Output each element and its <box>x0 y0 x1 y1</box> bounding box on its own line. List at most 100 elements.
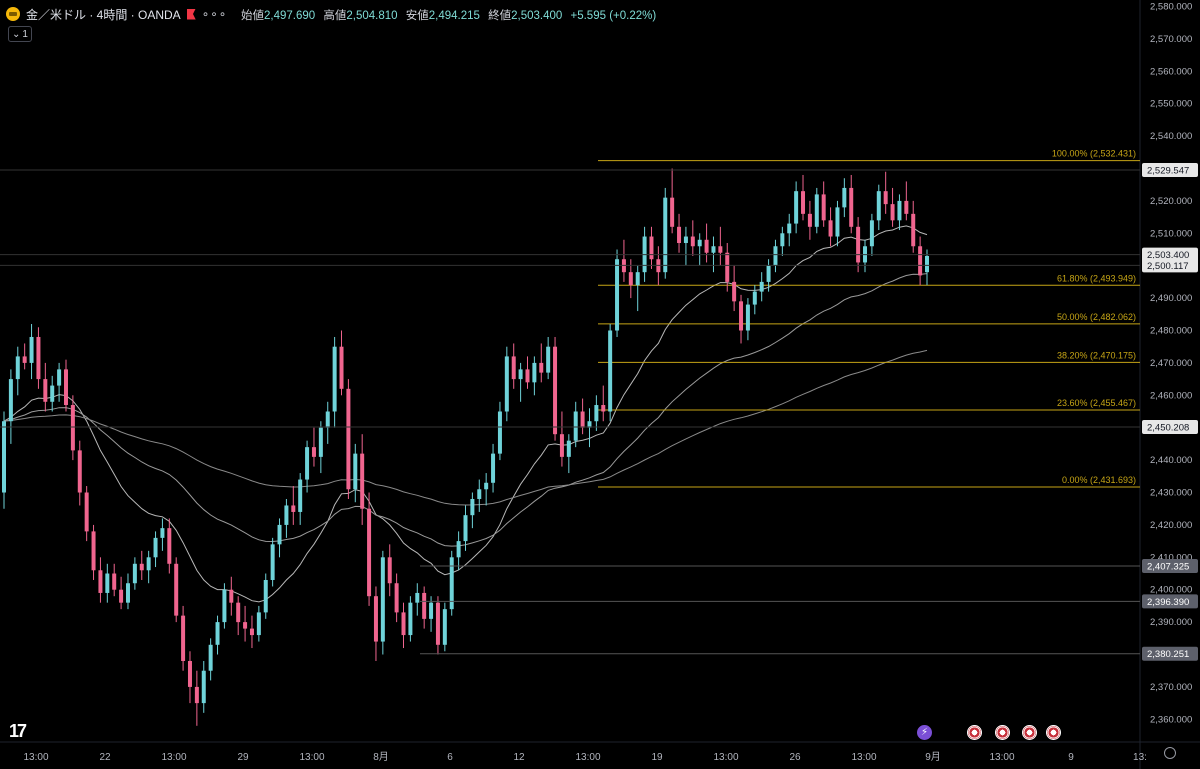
tradingview-logo[interactable]: 17 <box>9 721 27 741</box>
candle-body <box>566 440 571 457</box>
candle-body <box>759 281 764 292</box>
candle-body <box>539 362 544 373</box>
collapse-indicators-button[interactable]: ⌄ 1 <box>8 26 32 42</box>
candle-body <box>311 447 316 457</box>
candle-body <box>167 528 172 564</box>
price-tick-label: 2,580.000 <box>1150 1 1192 12</box>
time-tick-label: 22 <box>99 752 111 763</box>
candle-body <box>318 427 323 457</box>
candle-body <box>587 421 592 428</box>
candle-body <box>518 369 523 380</box>
time-tick-label: 12 <box>513 752 525 763</box>
us-event-icon[interactable] <box>995 725 1010 740</box>
candle-body <box>112 573 117 590</box>
lightning-event-icon[interactable]: ⚡ <box>917 725 932 740</box>
candle-body <box>332 346 337 412</box>
candle-body <box>890 204 895 221</box>
candle-body <box>449 557 454 610</box>
candle-body <box>353 453 358 490</box>
time-tick-label: 13:00 <box>23 752 48 763</box>
candle-body <box>229 589 234 603</box>
candle-body <box>690 236 695 247</box>
candle-body <box>153 537 158 558</box>
time-tick-label: 26 <box>789 752 801 763</box>
time-tick-label: 19 <box>651 752 663 763</box>
candle-body <box>77 450 82 493</box>
candle-body <box>835 207 840 237</box>
gear-icon[interactable] <box>1164 747 1176 759</box>
us-event-icon[interactable] <box>1046 725 1061 740</box>
price-label: 2,407.325 <box>1147 561 1189 572</box>
price-tick-label: 2,470.000 <box>1150 358 1192 369</box>
us-event-icon[interactable] <box>1022 725 1037 740</box>
symbol-header[interactable]: 金／米ドル · 4時間 · OANDA ∘∘∘ <box>6 5 227 23</box>
price-label: 2,500.117 <box>1147 261 1189 272</box>
candle-body <box>780 233 785 247</box>
candle-body <box>36 336 41 380</box>
candle-body <box>401 612 406 636</box>
candle-body <box>63 369 68 406</box>
candle-body <box>98 570 103 593</box>
candle-body <box>2 421 6 493</box>
symbol-title[interactable]: 金／米ドル · 4時間 · OANDA <box>26 7 181 22</box>
candle-body <box>415 592 420 603</box>
candle-body <box>119 589 124 603</box>
candle-body <box>263 579 268 613</box>
candle-body <box>236 602 241 623</box>
candle-body <box>8 379 13 422</box>
time-tick-label: 9 <box>1068 752 1074 763</box>
fib-level-label: 23.60% (2,455.467) <box>1057 398 1136 408</box>
candle-body <box>380 557 385 642</box>
candle-body <box>677 226 682 244</box>
candle-body <box>766 265 771 282</box>
candle-body <box>511 356 516 380</box>
us-event-icon[interactable] <box>967 725 982 740</box>
candle-body <box>787 223 792 234</box>
candle-body <box>842 187 847 208</box>
price-tick-label: 2,360.000 <box>1150 714 1192 725</box>
candle-body <box>608 330 613 412</box>
price-label-box <box>1142 258 1198 273</box>
candle-body <box>628 272 633 286</box>
time-tick-label: 6 <box>447 752 453 763</box>
candle-body <box>367 508 372 597</box>
candle-body <box>339 346 344 389</box>
candle-body <box>146 557 151 571</box>
candle-body <box>222 589 227 623</box>
indicator-count: 1 <box>22 28 28 40</box>
candle-body <box>773 246 778 266</box>
more-icon[interactable]: ∘∘∘ <box>201 7 228 21</box>
candle-body <box>277 524 282 545</box>
time-tick-label: 13: <box>1133 752 1147 763</box>
candle-body <box>594 405 599 422</box>
candle-body <box>615 259 620 331</box>
candle-body <box>752 291 757 305</box>
price-tick-label: 2,480.000 <box>1150 325 1192 336</box>
open-value: 2,497.690 <box>264 10 316 22</box>
candle-body <box>849 187 854 227</box>
candle-body <box>491 453 496 483</box>
flag-icon[interactable] <box>186 8 196 20</box>
price-tick-label: 2,490.000 <box>1150 293 1192 304</box>
candle-body <box>725 252 730 282</box>
time-tick-label: 9月 <box>925 751 941 763</box>
candle-body <box>91 531 96 571</box>
candle-body <box>904 200 909 214</box>
price-tick-label: 2,370.000 <box>1150 682 1192 693</box>
candle-body <box>484 482 489 490</box>
candle-body <box>174 563 179 616</box>
time-tick-label: 13:00 <box>161 752 186 763</box>
candle-body <box>43 379 48 402</box>
moving-average-line <box>3 349 928 506</box>
candle-body <box>394 583 399 613</box>
price-label-box <box>1142 420 1198 435</box>
candle-body <box>504 356 509 412</box>
candle-body <box>683 236 688 244</box>
gold-icon <box>6 7 20 21</box>
candle-body <box>732 281 737 302</box>
candle-body <box>470 498 475 516</box>
candle-body <box>305 447 310 480</box>
candle-body <box>580 411 585 428</box>
